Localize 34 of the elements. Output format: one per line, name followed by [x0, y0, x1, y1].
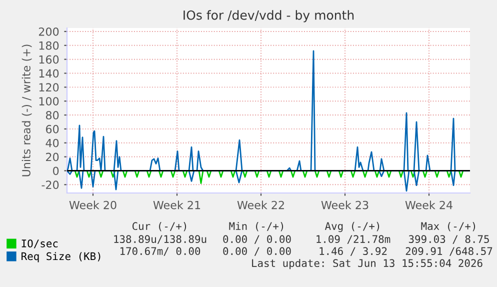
text: Avg (-/+): [324, 222, 380, 232]
text: 399.03 / 8.75: [408, 235, 489, 244]
y-tick-label: 40: [46, 138, 59, 148]
y-tick-label: 140: [39, 69, 59, 78]
y-tick-label: 180: [39, 41, 59, 50]
text: Last update: Sat Jun 13 15:55:04 2026: [252, 258, 482, 270]
y-tick-label: 20: [46, 152, 59, 162]
text: 209.91 /648.57: [406, 247, 492, 256]
chart-title: IOs for /dev/vdd - by month: [184, 10, 354, 22]
y-tick-label: 100: [39, 97, 59, 106]
x-tick-label: Week 24: [405, 200, 452, 210]
y-tick-label: -20: [42, 180, 59, 190]
text: 1.46 / 3.92: [320, 247, 387, 256]
text: 0.00 / 0.00: [223, 247, 291, 256]
text: 0.00 / 0.00: [223, 235, 291, 244]
y-tick-label: 160: [39, 55, 59, 64]
y-tick-label: 200: [38, 27, 59, 36]
text: Max (-/+): [421, 222, 476, 232]
y-tick-label: 80: [46, 111, 59, 120]
y-tick-label: 60: [46, 124, 59, 134]
legend-label: IO/sec: [22, 240, 58, 248]
text: Min (-/+): [229, 222, 284, 232]
x-tick-label: Week 21: [153, 200, 200, 210]
x-tick-label: Week 22: [237, 200, 284, 210]
text: 1.09 /21.78m: [316, 235, 390, 244]
text: 170.67m/ 0.00: [120, 247, 200, 256]
y-tick-label: 120: [39, 83, 59, 92]
x-tick-label: Week 23: [321, 200, 368, 210]
legend-label: Req Size (KB): [22, 252, 100, 262]
y-axis-title: Units read (-) / write (+): [22, 44, 32, 176]
text: 138.89u/138.89u: [114, 235, 206, 244]
x-tick-label: Week 20: [69, 200, 116, 210]
y-tick-label: 0: [53, 166, 59, 176]
text: Cur (-/+): [132, 222, 186, 232]
